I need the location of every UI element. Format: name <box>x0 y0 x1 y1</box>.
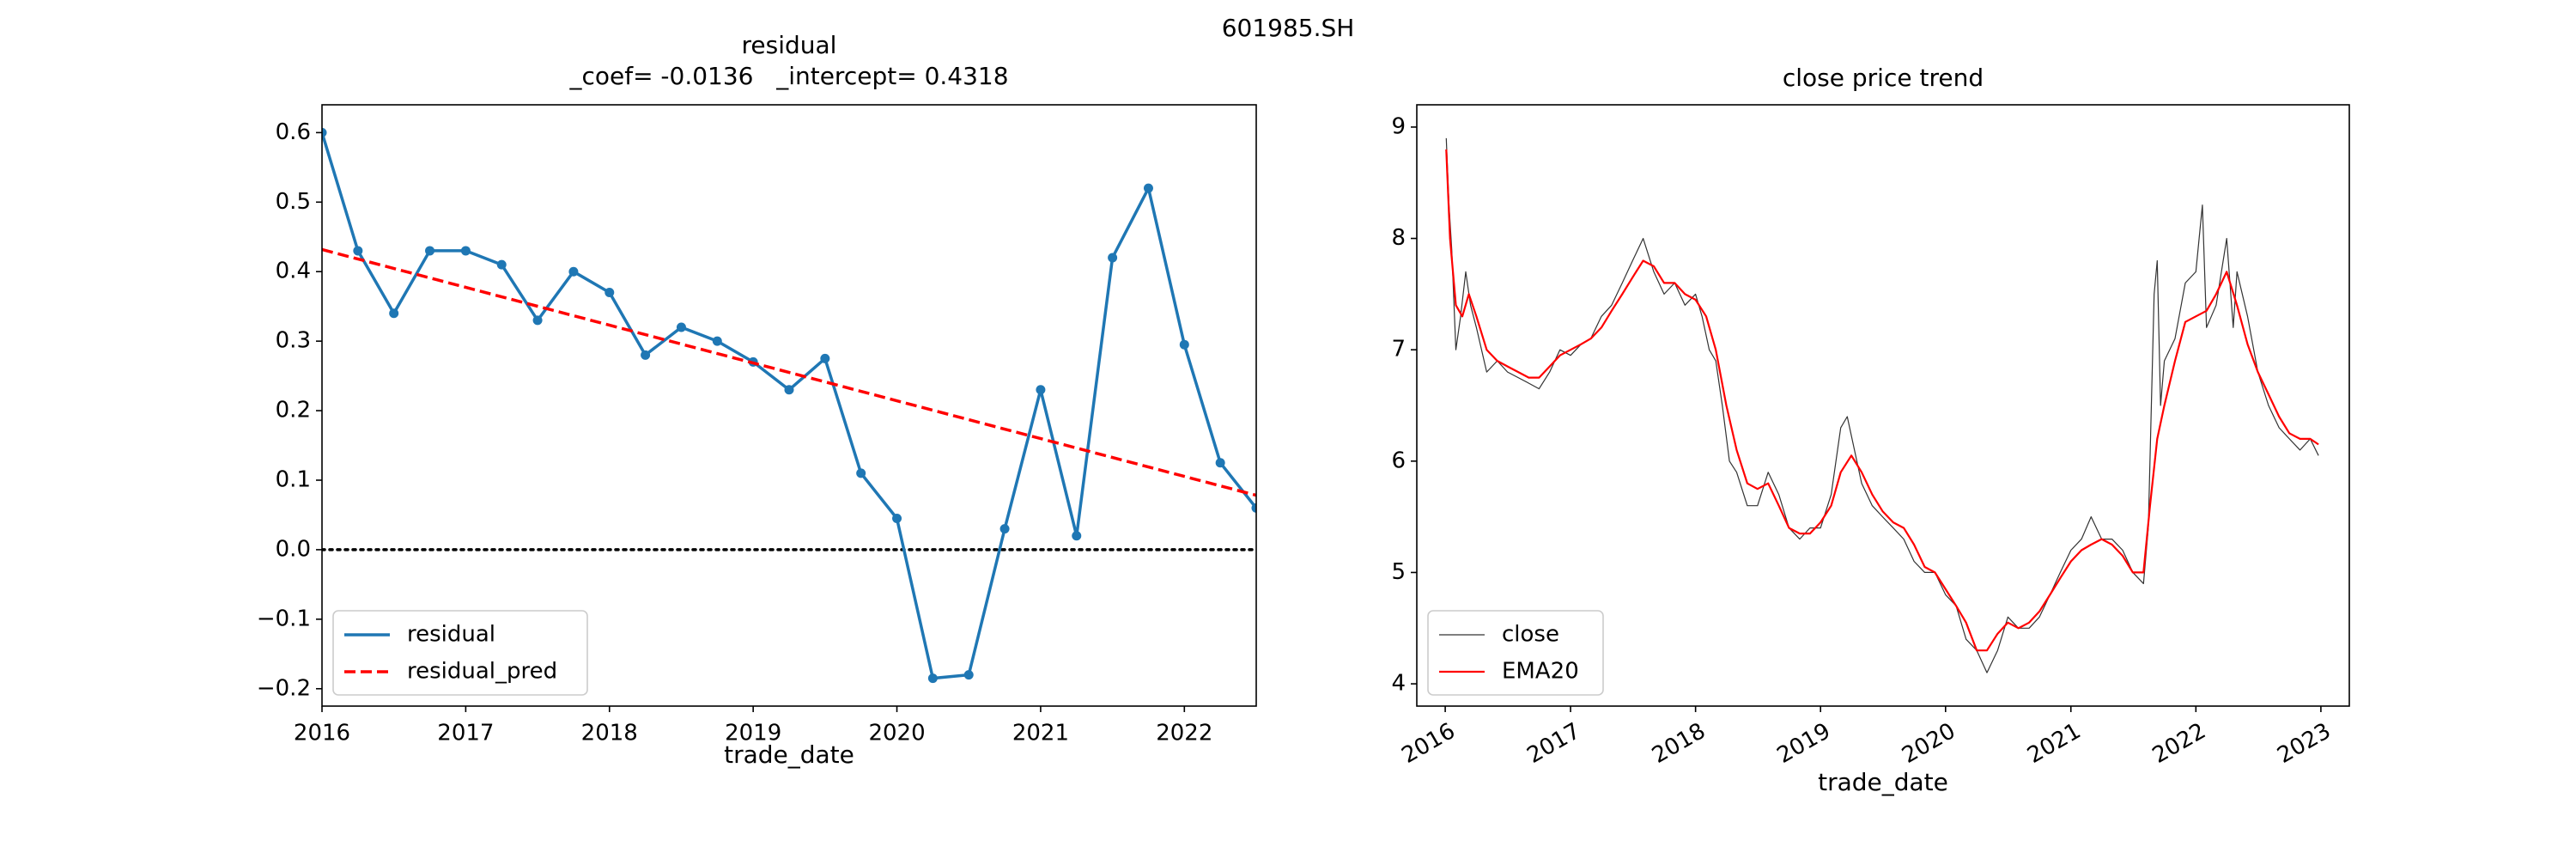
x-tick-label: 2021 <box>1012 721 1069 746</box>
residual-point <box>1143 183 1153 193</box>
x-tick-label: 2022 <box>2148 718 2210 769</box>
residual-point <box>496 259 507 270</box>
y-tick-label: 0.6 <box>276 119 311 145</box>
residual-point <box>927 673 938 684</box>
residual-point <box>999 524 1010 534</box>
legend-box <box>332 610 588 696</box>
residual-chart-title: residual <box>742 31 837 59</box>
residual-point <box>784 385 794 395</box>
x-tick-label: 2019 <box>725 721 781 746</box>
legend-label-residual: residual <box>407 622 495 648</box>
y-tick-label: 7 <box>1391 337 1406 362</box>
close-axes-frame <box>1416 104 2350 707</box>
residual-point <box>1108 253 1118 263</box>
x-tick-label: 2016 <box>294 721 350 746</box>
series-line-close <box>1445 137 2319 673</box>
residual-chart: residual _coef= -0.0136 _intercept= 0.43… <box>257 31 1257 769</box>
close-legend: close EMA20 <box>1427 610 1604 696</box>
legend-label-residual_pred: residual_pred <box>407 659 557 685</box>
y-tick-label: 0.3 <box>276 328 311 354</box>
y-tick-label: 0.4 <box>276 259 311 284</box>
residual-point <box>353 246 363 256</box>
residual-point <box>1179 339 1189 350</box>
x-tick-label: 2018 <box>1648 718 1710 769</box>
x-tick-label: 2022 <box>1156 721 1212 746</box>
residual-point <box>1036 385 1046 395</box>
residual-point <box>389 308 399 319</box>
x-tick-label: 2017 <box>437 721 494 746</box>
residual-point <box>963 670 974 680</box>
x-tick-label: 2021 <box>2023 718 2085 769</box>
close-plot-area <box>1416 104 2350 707</box>
y-tick-label: 4 <box>1391 671 1406 697</box>
residual-point <box>1251 503 1256 513</box>
y-tick-label: 6 <box>1391 448 1406 473</box>
residual-point <box>712 336 722 346</box>
y-tick-label: 8 <box>1391 225 1406 251</box>
residual-point <box>676 322 686 332</box>
x-tick-label: 2017 <box>1522 718 1584 769</box>
x-tick-label: 2019 <box>1773 718 1835 769</box>
y-tick-label: 0.2 <box>276 398 311 423</box>
figure-suptitle: 601985.SH <box>1222 14 1355 42</box>
y-tick-label: 0.5 <box>276 189 311 215</box>
close-price-chart-xlabel: trade_date <box>1818 768 1948 796</box>
series-line-EMA20 <box>1445 149 2319 652</box>
residual-point <box>1072 531 1082 541</box>
close-price-chart-title: close price trend <box>1783 64 1984 92</box>
legend-label-EMA20: EMA20 <box>1502 659 1579 685</box>
residual-point <box>641 350 651 360</box>
x-tick-label: 2023 <box>2273 718 2335 769</box>
legend-box <box>1427 610 1604 696</box>
y-tick-label: 5 <box>1391 559 1406 585</box>
residual-point <box>856 468 866 478</box>
y-tick-label: 0.0 <box>276 536 311 562</box>
residual-point <box>322 127 327 137</box>
residual-legend: residual residual_pred <box>332 610 588 696</box>
residual-point <box>532 315 543 326</box>
legend-label-close: close <box>1502 622 1559 648</box>
residual-point <box>605 287 615 297</box>
residual-point <box>1215 458 1225 468</box>
residual-point <box>892 514 902 524</box>
y-tick-label: 0.1 <box>276 466 311 492</box>
y-tick-label: −0.2 <box>257 675 311 701</box>
residual-chart-xlabel: trade_date <box>724 740 854 769</box>
x-tick-label: 2020 <box>868 721 925 746</box>
series-line-residual_pred <box>322 247 1256 497</box>
x-tick-label: 2016 <box>1397 718 1459 769</box>
residual-point <box>425 246 435 256</box>
residual-point <box>568 266 579 277</box>
y-tick-label: 9 <box>1391 113 1406 139</box>
series-line-residual <box>322 131 1256 680</box>
close-price-chart: close price trend trade_date 4 5 6 7 8 9 2016 2… <box>1391 64 2350 796</box>
residual-axes-frame <box>321 104 1257 707</box>
residual-point <box>460 246 471 256</box>
residual-point <box>820 353 830 363</box>
y-tick-label: −0.1 <box>257 606 311 631</box>
residual-plot-area <box>321 104 1257 707</box>
x-tick-label: 2018 <box>581 721 638 746</box>
x-tick-label: 2020 <box>1898 718 1959 769</box>
residual-chart-subtitle: _coef= -0.0136 _intercept= 0.4318 <box>568 62 1008 90</box>
